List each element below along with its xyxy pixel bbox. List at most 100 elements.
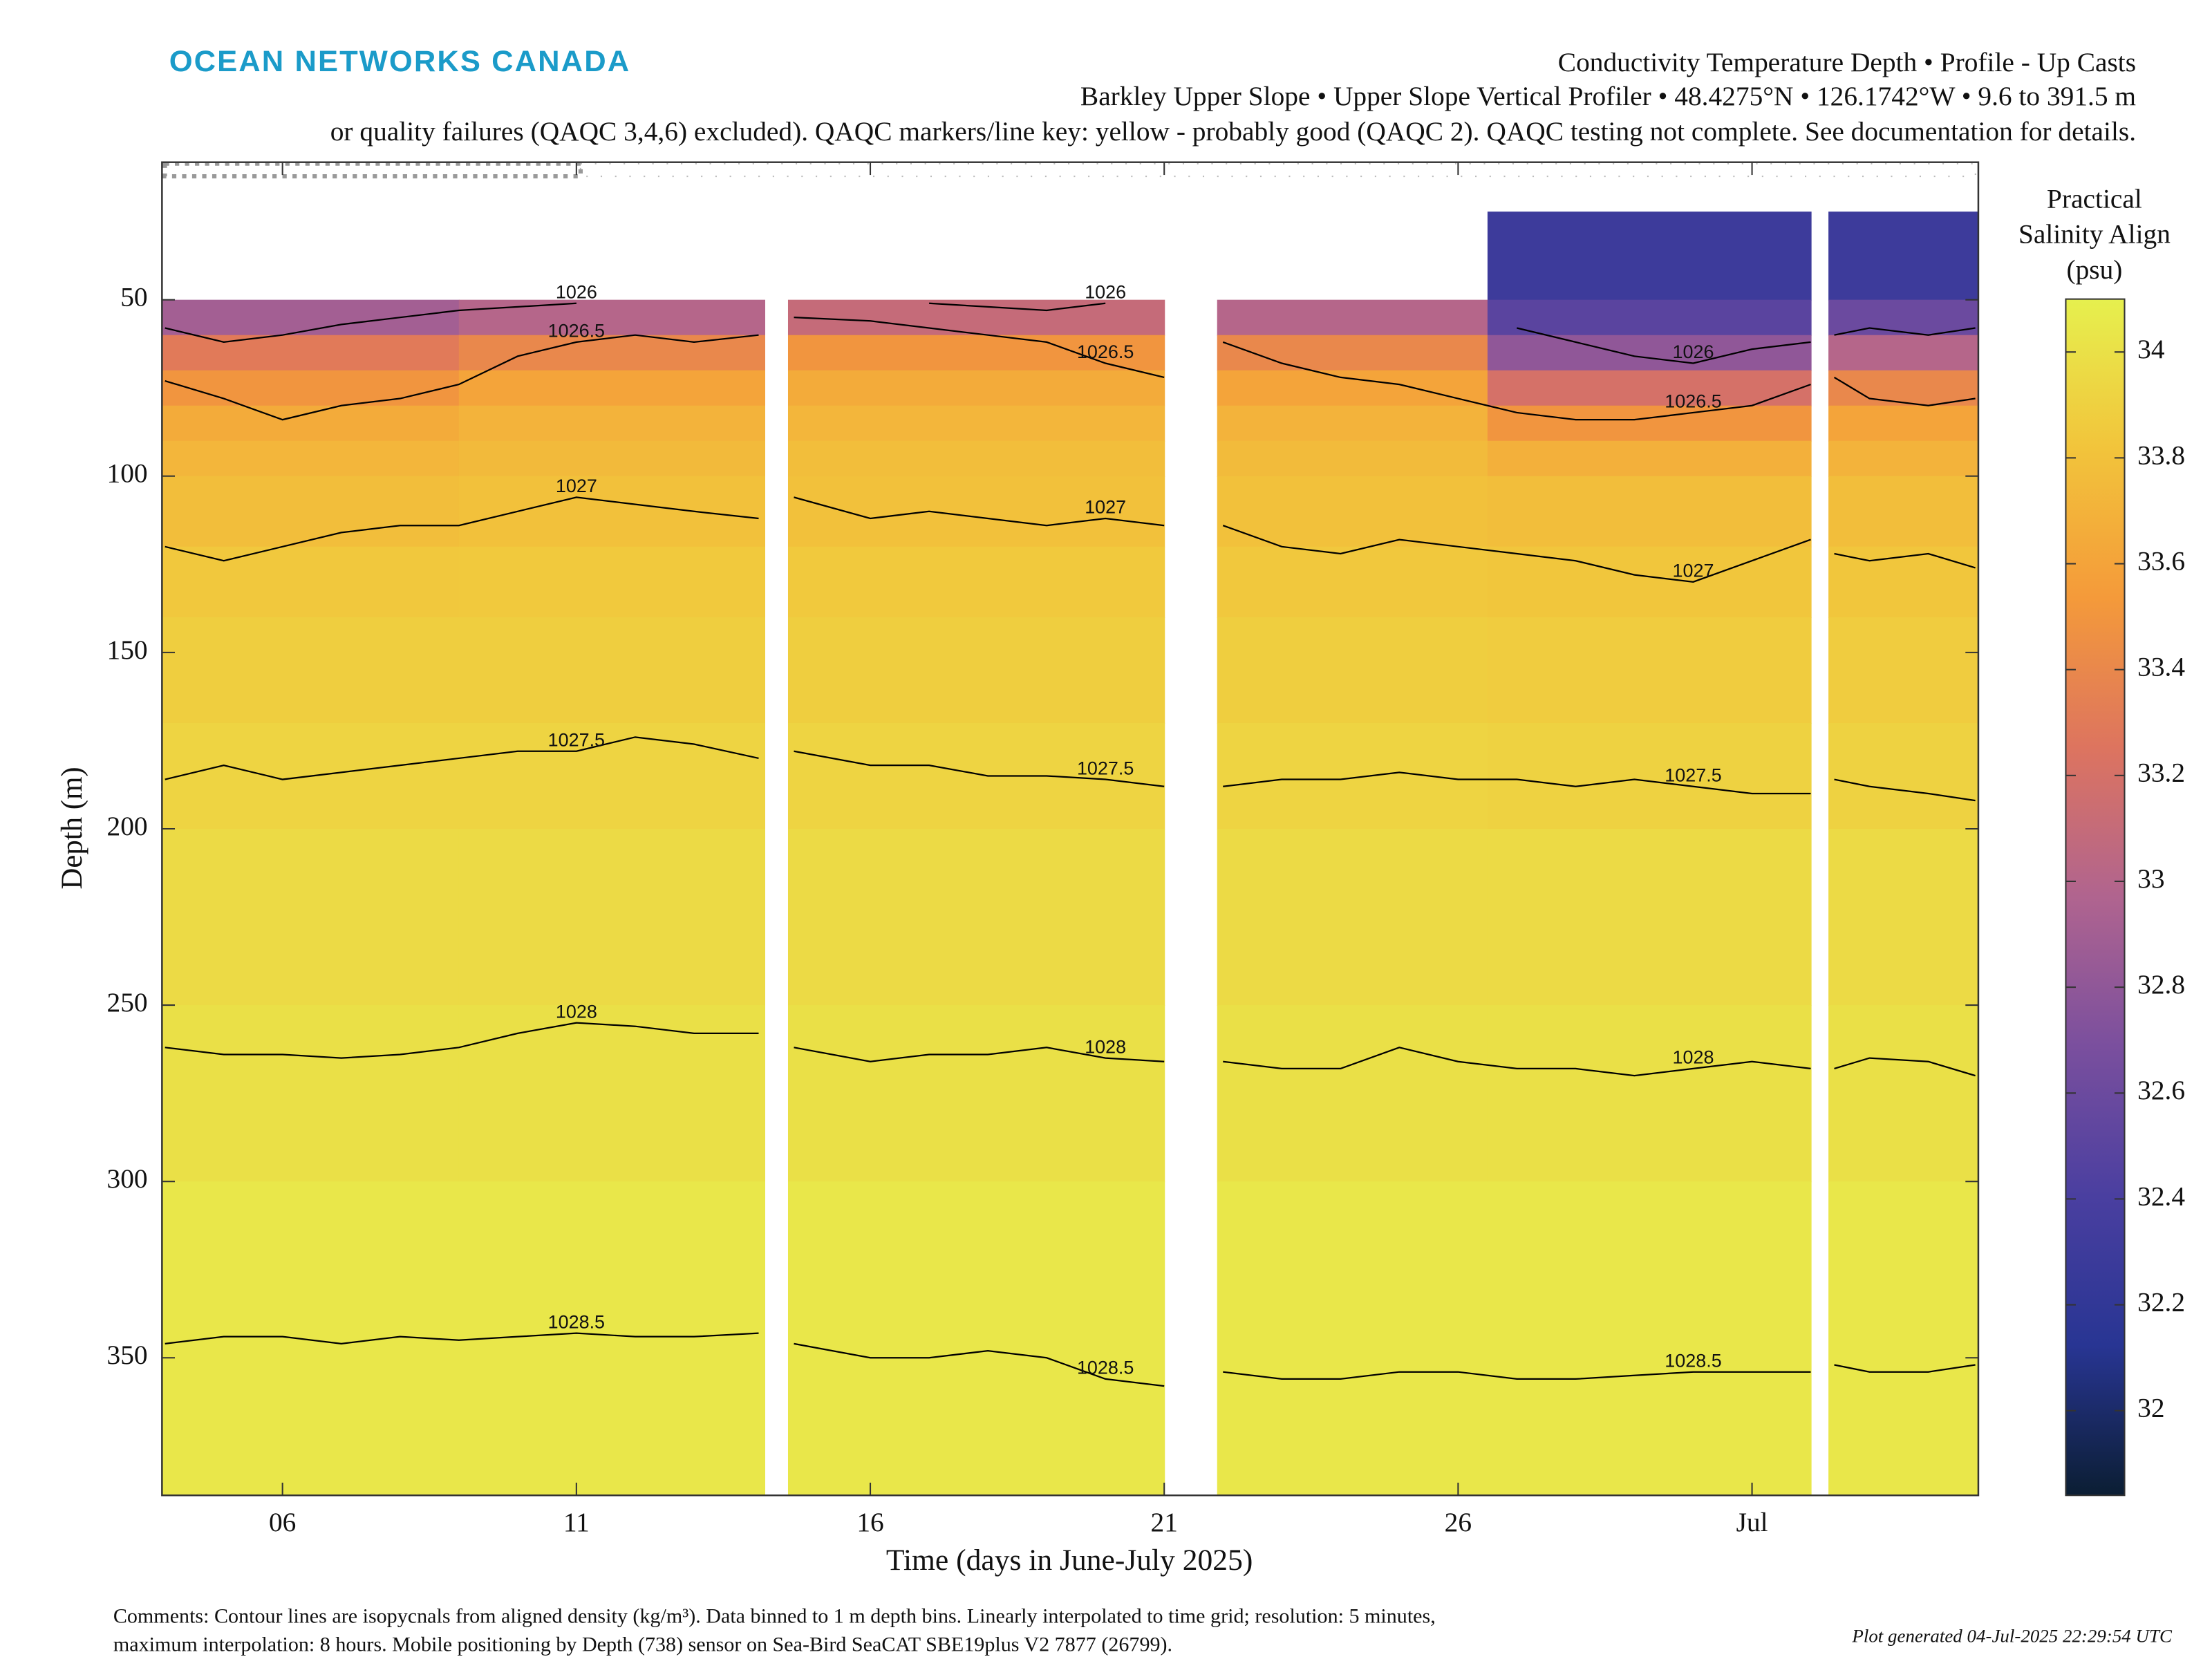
plot-frame <box>161 161 1980 1497</box>
y-tick-label: 150 <box>107 635 148 665</box>
heat-cell <box>787 1181 1165 1497</box>
heat-cell <box>1828 212 1979 301</box>
heat-cell <box>162 440 460 477</box>
contour-label: 1027.5 <box>1665 765 1721 786</box>
contour-label: 1027.5 <box>548 730 605 751</box>
heat-cell <box>787 1005 1165 1183</box>
x-tick-label: 16 <box>856 1508 883 1537</box>
qaqc-markers <box>162 161 1976 179</box>
heat-cell <box>1217 335 1488 371</box>
heat-cell <box>1828 722 1979 830</box>
qaqc-bar <box>162 161 583 179</box>
chart-title: Conductivity Temperature Depth • Profile… <box>1558 48 2136 77</box>
heat-cell <box>162 335 460 371</box>
heat-cell <box>1217 299 1488 336</box>
heat-cell <box>1217 828 1488 1006</box>
isopycnal <box>165 302 1976 364</box>
contour-label: 1028.5 <box>1077 1358 1134 1378</box>
contour-label: 1026 <box>556 282 597 303</box>
heat-cell <box>458 722 766 830</box>
heat-cell <box>1828 405 1979 442</box>
heat-cell <box>1828 299 1979 336</box>
heat-cell <box>162 828 460 1006</box>
heat-cell <box>458 440 766 477</box>
x-tick-label: 21 <box>1151 1508 1178 1537</box>
colorbar-tick-label: 33.8 <box>2137 441 2185 471</box>
x-tick-label: 06 <box>269 1508 296 1537</box>
heat-cell <box>162 405 460 442</box>
heat-cell <box>458 335 766 371</box>
heat-cell <box>1828 828 1979 1006</box>
colorbar-tick-label: 32.2 <box>2137 1288 2185 1318</box>
y-tick-label: 250 <box>107 988 148 1018</box>
x-axis-title: Time (days in June-July 2025) <box>886 1544 1253 1577</box>
heat-cell <box>1487 617 1812 724</box>
contour-label: 1028 <box>556 1002 597 1022</box>
colorbar-tick-label: 32.4 <box>2137 1182 2185 1212</box>
y-tick-label: 50 <box>120 283 147 312</box>
heat-cell <box>1487 722 1812 830</box>
heat-cell <box>162 617 460 724</box>
colorbar-tick-label: 32.8 <box>2137 970 2185 1000</box>
heat-cell <box>162 370 460 406</box>
contour-label: 1027 <box>556 476 597 496</box>
heat-cell <box>787 405 1165 442</box>
colorbar-axis: 32 32.2 32.4 32.6 32.8 33 33.2 33.4 33.6 33.8 34 <box>2065 335 2185 1423</box>
heat-cell <box>1828 1181 1979 1497</box>
heat-cell <box>787 828 1165 1006</box>
heat-cell <box>1487 1005 1812 1183</box>
heat-cell <box>1487 828 1812 1006</box>
x-tick-label: 26 <box>1445 1508 1472 1537</box>
isopycnal <box>165 736 1976 802</box>
heat-cell <box>787 335 1165 371</box>
heat-cell <box>1828 440 1979 477</box>
heat-cell <box>1217 1005 1488 1183</box>
heat-cell <box>1217 370 1488 406</box>
heat-cell <box>1487 440 1812 477</box>
chart-note: or quality failures (QAQC 3,4,6) exclude… <box>330 117 2136 147</box>
chart-subtitle: Barkley Upper Slope • Upper Slope Vertic… <box>1080 82 2136 111</box>
heat-cell <box>1487 1181 1812 1497</box>
heat-cell <box>1217 440 1488 477</box>
axes: 06 11 16 21 26 Jul 50 100 150 200 250 300 350 <box>107 162 1978 1537</box>
heat-cell <box>1828 617 1979 724</box>
colorbar-tick-label: 33.6 <box>2137 547 2185 577</box>
isopycnal <box>165 317 1976 421</box>
colorbar-title: (psu) <box>2066 255 2122 285</box>
colorbar-title: Practical <box>2047 185 2142 214</box>
contours: 1026 1026 1026 1026.5 1026.5 1026.5 1027 1027 10… <box>165 282 1976 1387</box>
contour-label: 1026 <box>1673 341 1714 362</box>
comment: Comments: Contour lines are isopycnals f… <box>113 1605 1436 1628</box>
colorbar-tick-label: 33.4 <box>2137 653 2185 682</box>
heat-cell <box>1487 212 1812 301</box>
heat-cell <box>1217 546 1488 618</box>
contour-label: 1027.5 <box>1077 758 1134 778</box>
isopycnal <box>165 496 1976 583</box>
contour-label: 1026 <box>1085 282 1126 303</box>
y-tick-label: 100 <box>107 459 148 489</box>
heat-cell <box>1487 335 1812 371</box>
heat-cell <box>162 1005 460 1183</box>
heat-cell <box>458 1181 766 1497</box>
heat-cell <box>1828 335 1979 371</box>
heat-cell <box>458 476 766 547</box>
heat-cell <box>458 546 766 618</box>
colorbar <box>2065 298 2126 1497</box>
contour-label: 1026.5 <box>1077 341 1134 362</box>
heat-cell <box>787 546 1165 618</box>
heat-cell <box>1217 617 1488 724</box>
heatmap <box>162 212 1979 1497</box>
heat-cell <box>458 617 766 724</box>
heat-cell <box>458 299 766 336</box>
heat-cell <box>458 828 766 1006</box>
colorbar-tick-label: 33.2 <box>2137 758 2185 788</box>
y-tick-label: 200 <box>107 812 148 841</box>
heat-cell <box>162 476 460 547</box>
heat-cell <box>787 370 1165 406</box>
x-tick-label: 11 <box>563 1508 590 1537</box>
heat-cell <box>1217 1181 1488 1497</box>
heat-cell <box>1828 1005 1979 1183</box>
colorbar-title: Salinity Align <box>2018 220 2171 250</box>
colorbar-tick-label: 33 <box>2137 864 2164 894</box>
